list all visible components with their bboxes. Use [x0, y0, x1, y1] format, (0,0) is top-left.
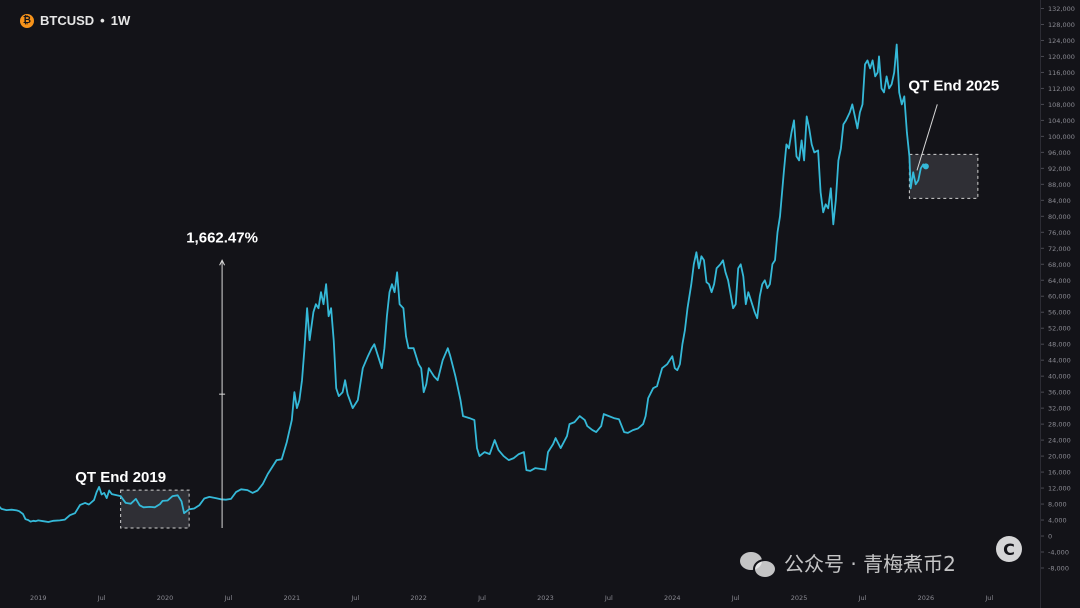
annotation-layer-front: QT End 2019 1,662.47% QT End 2025: [75, 77, 999, 529]
y-tick-label: 24,000: [1048, 437, 1071, 445]
c-logo-icon: C: [996, 536, 1022, 562]
y-axis[interactable]: -8,000 -4,000 0 4,000 8,000 12,000 16,000 20,00…: [1040, 0, 1075, 573]
x-tick-label: Jul: [477, 594, 486, 602]
x-tick-label: Jul: [350, 594, 359, 602]
y-tick-label: -8,000: [1048, 565, 1069, 573]
y-tick-label: 36,000: [1048, 389, 1071, 397]
y-tick-label: 112,000: [1048, 85, 1075, 93]
watermark-text: 公众号 · 青梅煮币2: [784, 552, 956, 576]
annotation-layer-back: [120, 153, 979, 529]
symbol-label[interactable]: BTCUSD: [40, 13, 95, 28]
x-tick-label: 2021: [284, 594, 301, 602]
y-tick-label: 116,000: [1048, 69, 1075, 77]
y-tick-label: 0: [1048, 533, 1052, 541]
y-tick-label: 40,000: [1048, 373, 1071, 381]
x-tick-label: Jul: [731, 594, 740, 602]
x-tick-label: 2025: [791, 594, 808, 602]
x-tick-label: Jul: [97, 594, 106, 602]
wechat-icon: [740, 550, 777, 579]
y-tick-label: 4,000: [1048, 517, 1067, 525]
x-tick-label: 2026: [918, 594, 935, 602]
y-tick-label: 64,000: [1048, 277, 1071, 285]
y-tick-label: 92,000: [1048, 165, 1071, 173]
price-line-series: [0, 43, 927, 523]
x-axis[interactable]: 2019 Jul 2020 Jul 2021 Jul 2022 Jul 2023 Jul 2024 J…: [30, 594, 993, 602]
y-tick-label: 60,000: [1048, 293, 1071, 301]
y-tick-label: 132,000: [1048, 5, 1075, 13]
y-tick-label: 16,000: [1048, 469, 1071, 477]
bitcoin-icon: ₿: [20, 13, 34, 28]
y-tick-label: 80,000: [1048, 213, 1071, 221]
watermark: 公众号 · 青梅煮币2: [740, 548, 956, 579]
y-tick-label: 96,000: [1048, 149, 1071, 157]
x-tick-label: 2019: [30, 594, 47, 602]
separator-dot: •: [100, 13, 105, 28]
gain-arrow-head: [219, 259, 226, 266]
x-tick-label: Jul: [984, 594, 993, 602]
y-tick-label: 28,000: [1048, 421, 1071, 429]
y-tick-label: 104,000: [1048, 117, 1075, 125]
qt-end-box-5: [908, 153, 979, 199]
x-tick-label: 2020: [157, 594, 174, 602]
y-tick-label: 124,000: [1048, 37, 1075, 45]
y-tick-label: 88,000: [1048, 181, 1071, 189]
callout-line-6: [916, 104, 938, 171]
y-tick-label: 20,000: [1048, 453, 1071, 461]
x-tick-label: Jul: [604, 594, 613, 602]
y-tick-label: 76,000: [1048, 229, 1071, 237]
y-tick-label: 72,000: [1048, 245, 1071, 253]
y-tick-label: 128,000: [1048, 21, 1075, 29]
y-tick-label: 44,000: [1048, 357, 1071, 365]
y-tick-label: 8,000: [1048, 501, 1067, 509]
y-tick-label: 32,000: [1048, 405, 1071, 413]
y-tick-label: 68,000: [1048, 261, 1071, 269]
chart-header[interactable]: ₿ BTCUSD • 1W: [20, 13, 130, 28]
interval-label[interactable]: 1W: [110, 13, 131, 28]
x-tick-label: 2024: [664, 594, 681, 602]
annotation-label-2: QT End 2019: [75, 469, 166, 486]
price-axis-divider: [1040, 0, 1041, 608]
y-tick-label: 108,000: [1048, 101, 1075, 109]
y-tick-label: 48,000: [1048, 341, 1071, 349]
x-tick-label: 2023: [537, 594, 554, 602]
y-tick-label: 100,000: [1048, 133, 1075, 141]
y-tick-label: 12,000: [1048, 485, 1071, 493]
y-tick-label: -4,000: [1048, 549, 1069, 557]
y-tick-label: 52,000: [1048, 325, 1071, 333]
last-price-dot: [922, 163, 929, 170]
x-tick-label: Jul: [224, 594, 233, 602]
y-tick-label: 84,000: [1048, 197, 1071, 205]
y-tick-label: 120,000: [1048, 53, 1075, 61]
annotation-label-7: QT End 2025: [908, 77, 999, 94]
annotation-label-3: 1,662.47%: [186, 229, 258, 246]
x-tick-label: Jul: [858, 594, 867, 602]
y-tick-label: 56,000: [1048, 309, 1071, 317]
x-tick-label: 2022: [410, 594, 427, 602]
